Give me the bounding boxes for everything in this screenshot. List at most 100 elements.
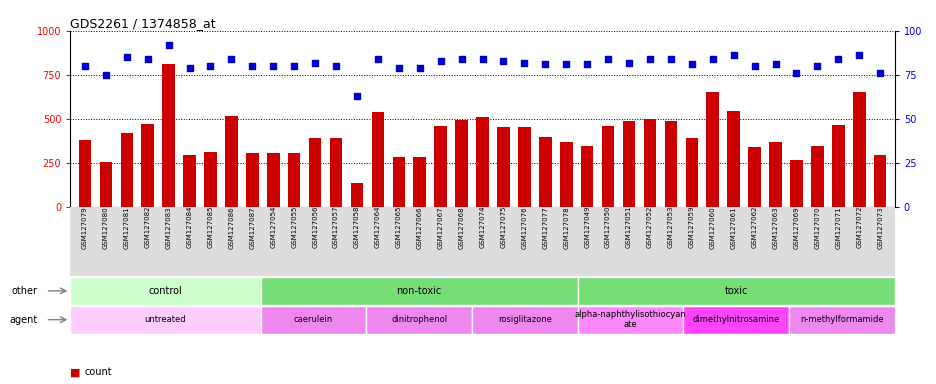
Bar <box>141 124 154 207</box>
Bar <box>70 306 260 333</box>
Bar <box>518 127 530 207</box>
Point <box>140 56 155 62</box>
Point <box>244 63 259 69</box>
Bar <box>70 277 260 305</box>
Bar <box>497 127 509 207</box>
Bar <box>413 157 426 207</box>
Bar <box>472 306 578 333</box>
Point <box>412 65 427 71</box>
Bar <box>538 137 551 207</box>
Point <box>809 63 824 69</box>
Point <box>475 56 490 62</box>
Bar <box>121 133 133 207</box>
Bar <box>852 92 865 207</box>
Point <box>329 63 344 69</box>
Point <box>182 65 197 71</box>
Point <box>391 65 406 71</box>
Point <box>224 56 239 62</box>
Bar <box>831 125 843 207</box>
Text: dimethylnitrosamine: dimethylnitrosamine <box>692 315 779 324</box>
Bar <box>578 277 894 305</box>
Point <box>286 63 301 69</box>
Point <box>517 60 532 66</box>
Bar <box>622 121 635 207</box>
Point <box>746 63 761 69</box>
Bar <box>475 117 489 207</box>
Bar <box>643 119 655 207</box>
Text: control: control <box>149 286 183 296</box>
Bar <box>788 306 894 333</box>
Text: dinitrophenol: dinitrophenol <box>390 315 446 324</box>
Bar <box>748 147 760 207</box>
Point <box>725 52 740 58</box>
Bar <box>260 306 366 333</box>
Point <box>349 93 364 99</box>
Text: GDS2261 / 1374858_at: GDS2261 / 1374858_at <box>70 17 215 30</box>
Point <box>266 63 281 69</box>
Bar <box>260 277 578 305</box>
Bar <box>329 139 342 207</box>
Point <box>705 56 720 62</box>
Bar <box>204 152 216 207</box>
Text: rosiglitazone: rosiglitazone <box>497 315 551 324</box>
Bar <box>455 120 467 207</box>
Bar <box>578 306 682 333</box>
Point <box>851 52 866 58</box>
Bar <box>372 112 384 207</box>
Point <box>830 56 845 62</box>
Bar <box>789 160 802 207</box>
Text: untreated: untreated <box>144 315 186 324</box>
Bar <box>434 126 446 207</box>
Text: non-toxic: non-toxic <box>396 286 441 296</box>
Point <box>98 72 113 78</box>
Point <box>307 60 322 66</box>
Point <box>161 42 176 48</box>
Text: agent: agent <box>9 314 37 325</box>
Bar <box>768 142 781 207</box>
Point <box>558 61 573 67</box>
Bar <box>664 121 677 207</box>
Bar <box>99 162 112 207</box>
Point <box>370 56 385 62</box>
Point <box>663 56 678 62</box>
Bar <box>183 155 196 207</box>
Point <box>454 56 469 62</box>
Bar <box>392 157 404 207</box>
Bar <box>726 111 739 207</box>
Point <box>203 63 218 69</box>
Point <box>119 54 134 60</box>
Bar <box>79 140 91 207</box>
Bar <box>873 155 885 207</box>
Bar <box>706 92 718 207</box>
Point <box>768 61 782 67</box>
Bar <box>366 306 472 333</box>
Bar <box>601 126 614 207</box>
Point <box>432 58 447 64</box>
Point <box>788 70 803 76</box>
Bar <box>162 64 175 207</box>
Bar <box>225 116 238 207</box>
Bar <box>309 139 321 207</box>
Point <box>78 63 93 69</box>
Point <box>579 61 594 67</box>
Point <box>642 56 657 62</box>
Point <box>871 70 886 76</box>
Point <box>600 56 615 62</box>
Text: other: other <box>11 286 37 296</box>
Text: caerulein: caerulein <box>294 315 332 324</box>
Point <box>495 58 510 64</box>
Point <box>621 60 636 66</box>
Bar <box>267 154 279 207</box>
Text: alpha-naphthylisothiocyan
ate: alpha-naphthylisothiocyan ate <box>574 310 686 329</box>
Bar <box>350 183 363 207</box>
Bar <box>811 146 823 207</box>
Text: toxic: toxic <box>724 286 747 296</box>
Bar <box>560 142 572 207</box>
Bar <box>685 139 697 207</box>
Point <box>537 61 552 67</box>
Bar <box>246 154 258 207</box>
Bar <box>682 306 788 333</box>
Text: n-methylformamide: n-methylformamide <box>799 315 883 324</box>
Bar <box>287 154 300 207</box>
Bar <box>580 146 592 207</box>
